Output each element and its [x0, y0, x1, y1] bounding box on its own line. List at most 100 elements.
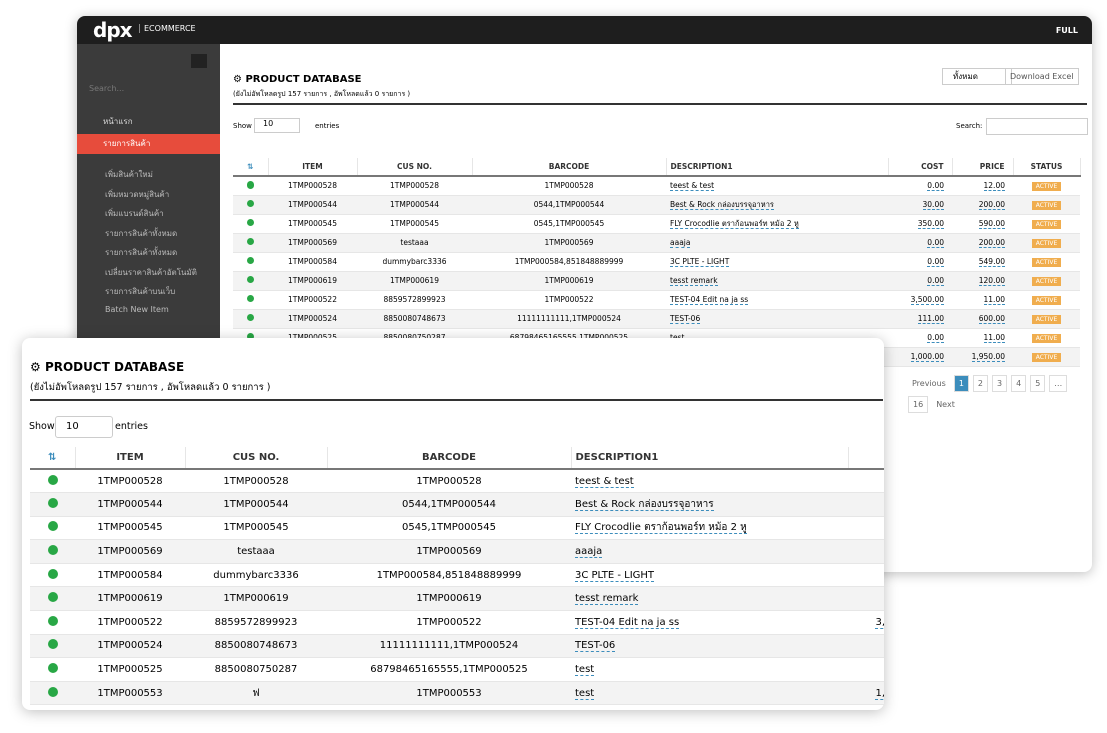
expand-icon[interactable] [47, 686, 58, 697]
desc-link[interactable]: tesst remark [670, 276, 718, 286]
submenu-item[interactable]: เพิ่มหมวดหมู่สินค้า [105, 189, 170, 199]
money-link[interactable]: 3,500.00 [875, 616, 884, 629]
money-link[interactable]: 0.00 [927, 181, 944, 192]
column-header[interactable]: COST [888, 158, 953, 177]
page-link[interactable]: 16 [908, 396, 929, 413]
expand-icon[interactable] [246, 237, 255, 246]
desc-link[interactable]: TEST-04 Edit na ja ss [670, 295, 749, 305]
submenu-item[interactable]: เพิ่มสินค้าใหม่ [105, 170, 153, 179]
column-header[interactable]: PRICE [952, 158, 1014, 177]
submenu-item[interactable]: รายการสินค้าทั้งหมด [105, 228, 178, 238]
desc-link[interactable]: Best & Rock กล่องบรรจุอาหาร [670, 199, 774, 210]
desc-link[interactable]: test [670, 333, 685, 343]
money-link[interactable]: 11.00 [983, 295, 1005, 305]
expand-icon[interactable] [47, 568, 58, 579]
column-header[interactable]: ITEM [268, 158, 358, 177]
expand-icon[interactable] [47, 639, 58, 650]
submenu-item[interactable]: รายการสินค้าทั้งหมด [105, 248, 178, 257]
length-select[interactable]: 10 [55, 416, 113, 438]
expand-icon[interactable] [246, 181, 255, 189]
page-link[interactable]: Next [936, 400, 955, 409]
desc-link[interactable]: TEST-04 Edit na ja ss [575, 616, 680, 629]
desc-link[interactable]: tesst remark [575, 593, 639, 606]
expand-icon[interactable] [47, 474, 58, 485]
expand-icon[interactable] [47, 521, 58, 532]
money-link[interactable]: 200.00 [978, 200, 1005, 210]
money-link[interactable]: 0.00 [927, 276, 944, 286]
expand-icon[interactable] [246, 256, 255, 265]
page-link[interactable]: … [1049, 375, 1068, 392]
money-link[interactable]: 1,950.00 [971, 352, 1005, 362]
expand-icon[interactable] [47, 663, 58, 674]
page-link[interactable]: 5 [1030, 375, 1046, 392]
money-link[interactable]: 0.00 [927, 333, 944, 343]
money-link[interactable]: 350.00 [917, 219, 944, 229]
money-link[interactable]: 0.00 [927, 238, 944, 248]
money-link[interactable]: 11.00 [983, 333, 1005, 343]
menu-item[interactable]: รายการสินค้า [77, 134, 220, 154]
desc-link[interactable]: teest & test [670, 181, 715, 192]
page-link[interactable]: 1 [953, 375, 969, 392]
menu-item[interactable]: หน้าแรก [103, 117, 133, 126]
desc-link[interactable]: 3C PLTE - LIGHT [670, 257, 730, 267]
expand-icon[interactable] [47, 592, 58, 603]
column-header[interactable]: DESCRIPTION1 [571, 447, 849, 470]
desc-link[interactable]: aaaja [575, 546, 603, 559]
download-button[interactable]: Download Excel [1005, 68, 1079, 85]
money-link[interactable]: 0.00 [927, 257, 944, 267]
money-link[interactable]: 120.00 [978, 276, 1005, 286]
page-link[interactable]: Previous [912, 379, 946, 388]
column-header[interactable]: CUS NO. [357, 158, 473, 177]
money-link[interactable]: 200.00 [978, 238, 1005, 248]
expand-icon[interactable] [246, 313, 255, 322]
money-link[interactable]: 590.00 [978, 219, 1005, 229]
sidebar-toggle[interactable] [191, 54, 207, 68]
desc-link[interactable]: TEST-06 [575, 640, 616, 653]
submenu-item[interactable]: รายการสินค้าบนเว็บ [105, 287, 176, 296]
desc-link[interactable]: FLY Crocodlie ตราก้อนพอร์ท หม้อ 2 หู [575, 522, 747, 535]
expand-icon[interactable] [246, 218, 255, 227]
column-header[interactable]: ITEM [75, 447, 186, 470]
page-link[interactable]: 3 [992, 375, 1008, 392]
money-link[interactable]: 12.00 [983, 181, 1005, 192]
desc-link[interactable]: test [575, 664, 595, 677]
desc-link[interactable]: FLY Crocodlie ตราก้อนพอร์ท หม้อ 2 หู [670, 218, 799, 229]
column-header[interactable]: DESCRIPTION1 [666, 158, 889, 177]
filter-select[interactable]: ทั้งหมด [942, 68, 1012, 85]
money-link[interactable]: 111.00 [917, 314, 944, 324]
desc-link[interactable]: Best & Rock กล่องบรรจุอาหาร [575, 498, 714, 511]
expand-icon[interactable] [47, 545, 58, 556]
search-input[interactable] [986, 118, 1088, 135]
submenu-item[interactable]: เปลี่ยนราคาสินค้าอัตโนมัติ [105, 267, 197, 277]
submenu-item[interactable]: เพิ่มแบรนด์สินค้า [105, 209, 164, 218]
desc-link[interactable]: teest & test [575, 475, 634, 488]
expand-icon[interactable] [47, 497, 58, 508]
expand-icon[interactable] [47, 615, 58, 626]
sidebar-search[interactable]: Search... [89, 84, 125, 93]
user-menu[interactable]: FULL [1055, 26, 1078, 35]
page-link[interactable]: 4 [1011, 375, 1027, 392]
desc-link[interactable]: test [575, 687, 595, 700]
money-link[interactable]: 3,500.00 [910, 295, 944, 305]
column-header[interactable]: STATUS [1013, 158, 1081, 177]
column-header[interactable]: BARCODE [327, 447, 572, 470]
money-link[interactable]: 549.00 [978, 257, 1005, 267]
submenu-item[interactable]: Batch New Item [105, 304, 169, 314]
expand-icon[interactable] [246, 294, 255, 303]
expand-icon[interactable] [246, 275, 255, 284]
money-link[interactable]: 1,000.00 [875, 687, 884, 700]
expand-icon[interactable] [246, 199, 255, 208]
desc-link[interactable]: 3C PLTE - LIGHT [575, 569, 655, 582]
length-select[interactable]: 10 [254, 118, 300, 133]
column-header[interactable]: COST [848, 447, 884, 470]
desc-link[interactable]: aaaja [670, 238, 691, 248]
column-header[interactable]: BARCODE [472, 158, 667, 177]
desc-link[interactable]: TEST-06 [670, 314, 701, 324]
column-header[interactable]: CUS NO. [185, 447, 328, 470]
page-link[interactable]: 2 [972, 375, 988, 392]
money-link[interactable]: 30.00 [922, 200, 944, 210]
money-link[interactable]: 1,000.00 [910, 352, 944, 362]
expand-icon[interactable] [246, 332, 255, 341]
money-link[interactable]: 600.00 [978, 314, 1005, 324]
